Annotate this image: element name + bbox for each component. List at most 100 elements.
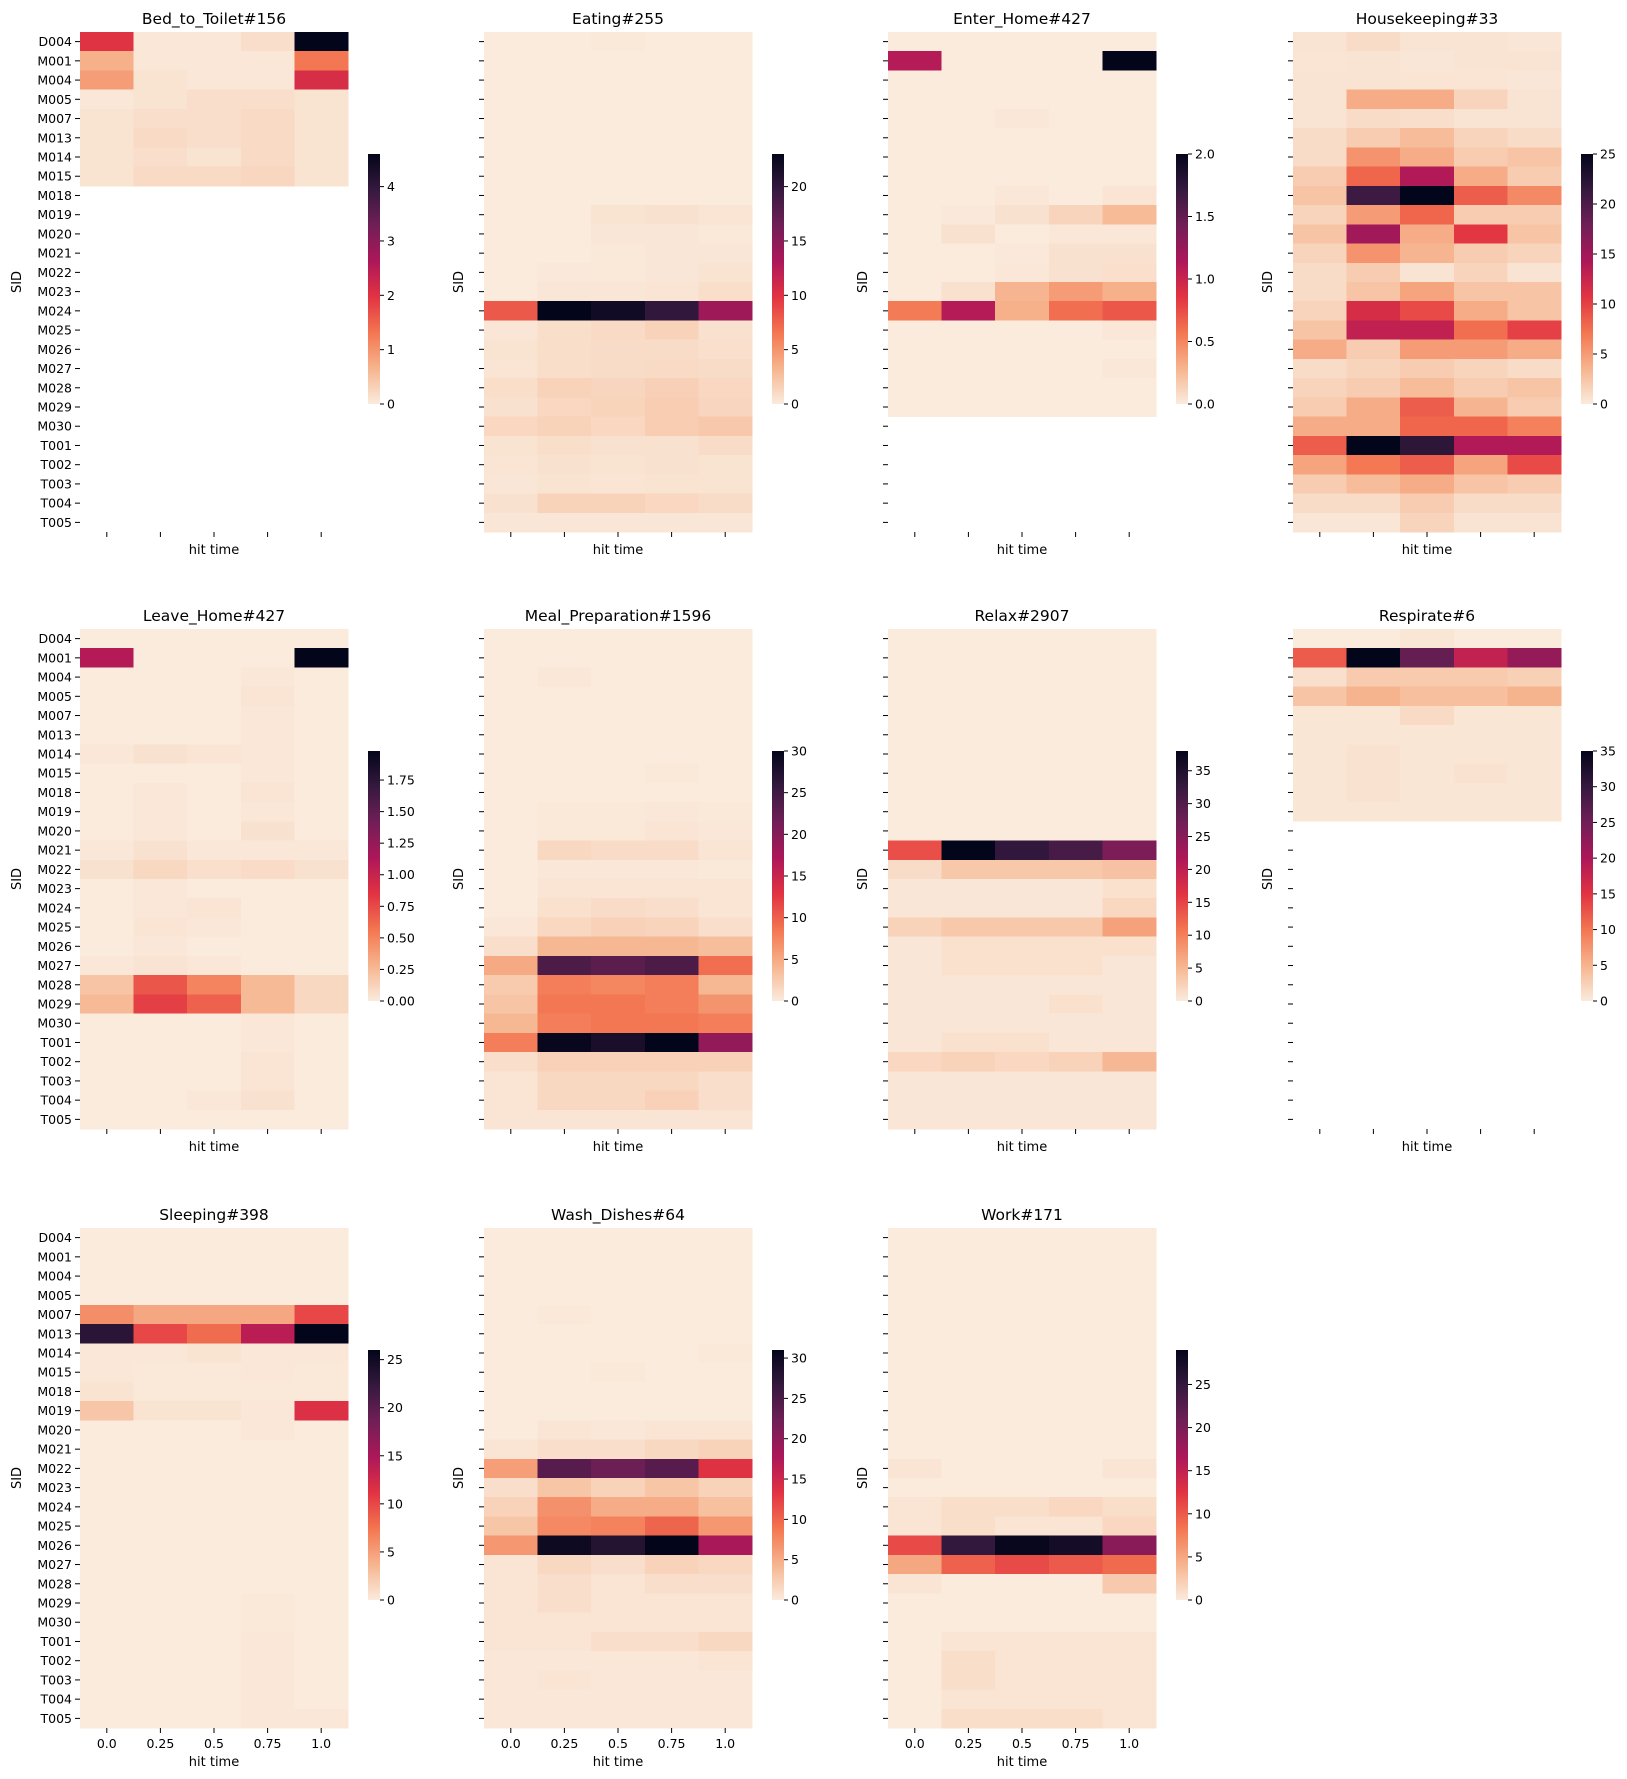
- heatmap-cell: [537, 629, 592, 649]
- heatmap-cell: [484, 1574, 538, 1594]
- heatmap-cell: [1400, 512, 1455, 533]
- heatmap-cell: [995, 1420, 1050, 1440]
- heatmap-cell: [537, 1013, 592, 1034]
- heatmap-cell: [888, 1631, 942, 1652]
- heatmap-cell: [591, 512, 646, 533]
- heatmap-cell: [1507, 416, 1562, 437]
- x-axis-label: hit time: [997, 543, 1047, 558]
- colorbar-gradient: [1176, 751, 1188, 1001]
- heatmap-cell: [484, 493, 538, 514]
- heatmap-cell: [187, 705, 242, 726]
- heatmap-cell: [644, 821, 699, 841]
- heatmap-cell: [537, 1708, 592, 1729]
- heatmap-cell: [484, 1052, 538, 1072]
- heatmap-cell: [995, 859, 1050, 880]
- heatmap-cell: [1102, 1516, 1157, 1537]
- heatmap-cell: [240, 994, 295, 1015]
- heatmap-cell: [591, 378, 646, 398]
- heatmap-cell: [698, 898, 753, 918]
- heatmap-cell: [1102, 1670, 1157, 1690]
- heatmap-cell: [644, 629, 699, 649]
- heatmap-cell: [941, 725, 996, 745]
- heatmap-cell: [484, 378, 538, 398]
- y-tick-label: M019: [37, 804, 72, 819]
- heatmap-cell: [941, 1670, 996, 1690]
- heatmap-cell: [240, 725, 295, 745]
- heatmap-cell: [644, 1554, 699, 1575]
- heatmap-cell: [484, 1109, 538, 1130]
- heatmap-cell: [1048, 879, 1103, 899]
- heatmap-cell: [240, 128, 295, 148]
- heatmap-cell: [537, 185, 592, 206]
- heatmap-cell: [644, 1478, 699, 1498]
- heatmap-cell: [187, 1574, 242, 1594]
- heatmap-cell: [484, 821, 538, 841]
- colorbar-tick-label: 10: [791, 1512, 807, 1527]
- heatmap-cell: [1346, 51, 1401, 71]
- panel-title: Work#171: [981, 1206, 1063, 1224]
- heatmap-cell: [537, 512, 592, 533]
- heatmap-cell: [1048, 205, 1103, 225]
- heatmap-cell: [1453, 282, 1508, 302]
- heatmap-cell: [698, 128, 753, 148]
- heatmap-cell: [698, 320, 753, 341]
- y-tick-label: M014: [37, 1346, 72, 1361]
- heatmap-cell: [591, 648, 646, 668]
- heatmap-cell: [80, 1401, 134, 1421]
- heatmap-cell: [1102, 994, 1157, 1015]
- colorbar-tick-label: 10: [791, 288, 807, 303]
- panel-sleeping: Sleeping#398 D004 M001 M004 M005 M007 M013 M014…: [10, 1206, 403, 1770]
- panel-title: Respirate#6: [1379, 607, 1475, 625]
- heatmap-cell: [888, 744, 942, 765]
- heatmap-cell: [80, 936, 134, 957]
- colorbar-tick-label: 35: [1195, 763, 1211, 778]
- heatmap-cell: [995, 1247, 1050, 1267]
- heatmap-cell: [537, 1689, 592, 1710]
- colorbar-tick-label: 30: [1600, 779, 1616, 794]
- heatmap-cell: [644, 1032, 699, 1053]
- y-tick-label: M015: [37, 169, 72, 184]
- y-tick-label: M018: [37, 1384, 72, 1399]
- heatmap-cell: [995, 821, 1050, 841]
- heatmap-cell: [941, 1247, 996, 1267]
- heatmap-cell: [187, 859, 242, 880]
- heatmap-cell: [1507, 725, 1562, 745]
- y-tick-label: M018: [37, 785, 72, 800]
- heatmap-cell: [591, 282, 646, 302]
- heatmap-cell: [294, 1362, 349, 1383]
- colorbar: 0 5 10 15 20 25: [368, 1350, 403, 1608]
- heatmap-cell: [1400, 667, 1455, 688]
- y-tick-label: M007: [37, 708, 72, 723]
- y-tick-label: T002: [40, 457, 73, 472]
- heatmap-cell: [537, 1554, 592, 1575]
- heatmap-cell: [698, 1612, 753, 1633]
- heatmap-cell: [1293, 397, 1347, 418]
- heatmap-cell: [698, 1708, 753, 1729]
- heatmap-cell: [1346, 763, 1401, 784]
- heatmap-cell: [1453, 51, 1508, 71]
- heatmap-cell: [941, 128, 996, 148]
- heatmap-cell: [1102, 879, 1157, 899]
- heatmap-cell: [995, 1401, 1050, 1421]
- heatmap-cell: [240, 70, 295, 91]
- heatmap-cell: [240, 1381, 295, 1402]
- heatmap-cell: [240, 1090, 295, 1111]
- heatmap-cell: [644, 1090, 699, 1111]
- heatmap-cell: [591, 320, 646, 341]
- heatmap-cell: [698, 1266, 753, 1287]
- heatmap-cell: [698, 782, 753, 803]
- heatmap-cell: [698, 1285, 753, 1306]
- heatmap-cell: [995, 89, 1050, 110]
- heatmap-cell: [591, 493, 646, 514]
- heatmap-cell: [80, 1032, 134, 1053]
- heatmap-cell: [1453, 512, 1508, 533]
- heatmap-cell: [294, 859, 349, 880]
- heatmap-cell: [1346, 705, 1401, 726]
- heatmap-cell: [995, 1535, 1050, 1556]
- colorbar-tick-label: 0: [1600, 397, 1608, 412]
- heatmap-cell: [484, 243, 538, 264]
- heatmap-cell: [484, 1362, 538, 1383]
- heatmap-cell: [995, 185, 1050, 206]
- heatmap-cell: [644, 1343, 699, 1364]
- heatmap-cell: [80, 1535, 134, 1556]
